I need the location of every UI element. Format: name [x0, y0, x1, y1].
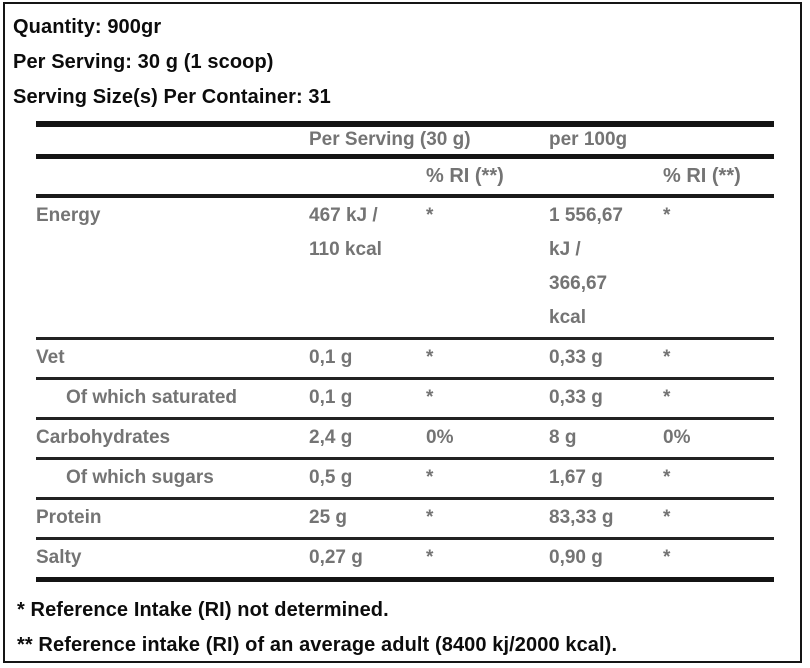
ri-per-100g: *: [663, 338, 774, 380]
nutrient-label: Protein: [36, 498, 309, 540]
product-info-block: Quantity: 900gr Per Serving: 30 g (1 sco…: [13, 10, 800, 115]
per-serving-column-header: Per Serving (30 g): [309, 124, 549, 159]
ri-per-100g: *: [663, 458, 774, 500]
table-row-energy: Energy 467 kJ / 110 kcal * 1 556,67 kJ /…: [36, 196, 774, 340]
nutrition-table: Per Serving (30 g) per 100g % RI (**) % …: [36, 121, 774, 582]
ri-per-serving: *: [426, 378, 549, 420]
value-per-serving: 0,1 g: [309, 338, 426, 380]
empty-header-cell: [36, 124, 309, 159]
value-per-100g: 0,33 g: [549, 338, 663, 380]
ri-header-row: % RI (**) % RI (**): [36, 156, 774, 198]
ri-per-100g: 0%: [663, 418, 774, 460]
ri-per-serving: *: [426, 338, 549, 380]
ri-per-100g: *: [663, 498, 774, 540]
value-per-100g: 0,90 g: [549, 538, 663, 582]
value-per-serving: 0,1 g: [309, 378, 426, 420]
servings-per-container-line: Serving Size(s) Per Container: 31: [13, 86, 331, 108]
nutrient-label: Energy: [36, 196, 309, 340]
table-row-salt: Salty 0,27 g * 0,90 g *: [36, 538, 774, 582]
value-per-100g: 83,33 g: [549, 498, 663, 540]
value-per-serving: 25 g: [309, 498, 426, 540]
value-per-serving: 467 kJ / 110 kcal: [309, 196, 426, 340]
footnote-ri-not-determined: * Reference Intake (RI) not determined.: [17, 599, 389, 621]
ri-100g-header: % RI (**): [663, 156, 774, 198]
ri-per-serving: *: [426, 538, 549, 582]
nutrition-label-sheet: Quantity: 900gr Per Serving: 30 g (1 sco…: [3, 2, 802, 663]
per-serving-line: Per Serving: 30 g (1 scoop): [13, 51, 274, 73]
ri-per-100g: *: [663, 538, 774, 582]
table-row-fat: Vet 0,1 g * 0,33 g *: [36, 338, 774, 380]
ri-per-100g: *: [663, 378, 774, 420]
nutrient-label: Salty: [36, 538, 309, 582]
ri-per-100g: *: [663, 196, 774, 340]
table-row-protein: Protein 25 g * 83,33 g *: [36, 498, 774, 540]
per-100g-column-header: per 100g: [549, 124, 774, 159]
nutrient-label: Carbohydrates: [36, 418, 309, 460]
value-per-100g: 0,33 g: [549, 378, 663, 420]
footnote-ri-average-adult: ** Reference intake (RI) of an average a…: [17, 634, 618, 656]
value-per-100g: 8 g: [549, 418, 663, 460]
value-per-serving: 2,4 g: [309, 418, 426, 460]
ri-per-serving: *: [426, 458, 549, 500]
quantity-line: Quantity: 900gr: [13, 16, 162, 38]
table-row-sugars: Of which sugars 0,5 g * 1,67 g *: [36, 458, 774, 500]
footnotes-block: * Reference Intake (RI) not determined. …: [17, 593, 800, 661]
table-row-carbohydrates: Carbohydrates 2,4 g 0% 8 g 0%: [36, 418, 774, 460]
ri-per-serving: *: [426, 196, 549, 340]
ri-per-serving: 0%: [426, 418, 549, 460]
ri-per-serving: *: [426, 498, 549, 540]
empty-header-cell: [549, 156, 663, 198]
nutrient-label: Of which saturated: [36, 378, 309, 420]
table-row-saturated: Of which saturated 0,1 g * 0,33 g *: [36, 378, 774, 420]
empty-header-cell: [36, 156, 309, 198]
ri-serving-header: % RI (**): [426, 156, 549, 198]
value-per-serving: 0,27 g: [309, 538, 426, 582]
value-per-100g: 1 556,67 kJ / 366,67 kcal: [549, 196, 663, 340]
value-per-100g: 1,67 g: [549, 458, 663, 500]
nutrient-label: Of which sugars: [36, 458, 309, 500]
value-per-serving: 0,5 g: [309, 458, 426, 500]
nutrient-label: Vet: [36, 338, 309, 380]
empty-header-cell: [309, 156, 426, 198]
column-group-header-row: Per Serving (30 g) per 100g: [36, 124, 774, 159]
